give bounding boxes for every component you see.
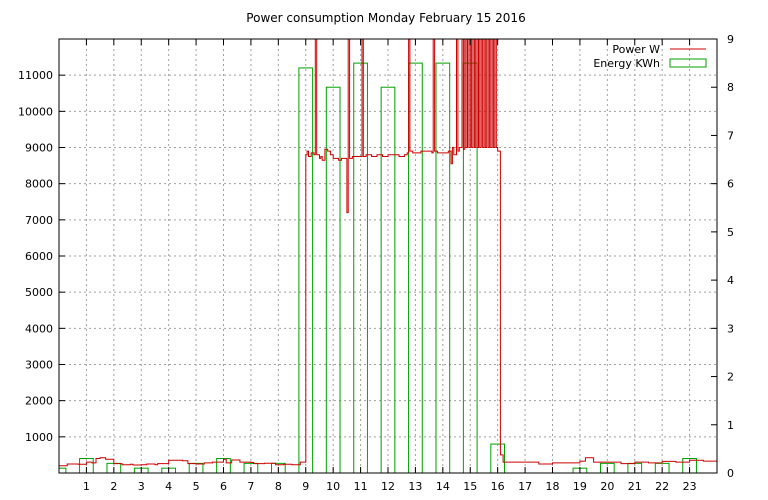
- x-tick-label: 21: [628, 480, 642, 493]
- x-tick-label: 12: [381, 480, 395, 493]
- y2-tick-label: 2: [727, 371, 734, 384]
- energy-bar: [58, 467, 67, 474]
- power-series: [59, 38, 717, 467]
- y-tick-label: 1000: [25, 431, 53, 444]
- x-tick-label: 15: [463, 480, 477, 493]
- x-tick-label: 4: [165, 480, 172, 493]
- y-tick-label: 9000: [25, 142, 53, 155]
- x-tick-label: 23: [683, 480, 697, 493]
- x-axis: 1 2 3 4 5 6 7 8 9 10 11 12 13 14 15 16 17 18 19 20 21 22 23: [83, 39, 697, 493]
- x-tick-label: 22: [655, 480, 669, 493]
- y-tick-label: 5000: [25, 286, 53, 299]
- x-tick-label: 19: [573, 480, 587, 493]
- y2-tick-label: 5: [727, 226, 734, 239]
- x-tick-label: 7: [247, 480, 254, 493]
- y2-tick-label: 4: [727, 274, 734, 287]
- y-tick-label: 6000: [25, 250, 53, 263]
- x-tick-label: 18: [546, 480, 560, 493]
- x-tick-label: 2: [110, 480, 117, 493]
- legend: Power W Energy KWh: [593, 43, 707, 70]
- x-tick-label: 6: [220, 480, 227, 493]
- x-tick-label: 5: [193, 480, 200, 493]
- legend-swatch-energy: [669, 58, 707, 68]
- x-tick-label: 14: [436, 480, 450, 493]
- x-tick-label: 10: [326, 480, 340, 493]
- chart-title: Power consumption Monday February 15 201…: [246, 11, 525, 25]
- x-tick-label: 8: [275, 480, 282, 493]
- x-tick-label: 16: [491, 480, 505, 493]
- y-tick-label: 8000: [25, 178, 53, 191]
- y-axis-right: 0 1 2 3 4 5 6 7 8 9: [711, 33, 734, 480]
- x-tick-label: 9: [302, 480, 309, 493]
- y-tick-label: 11000: [18, 69, 53, 82]
- y2-tick-label: 0: [727, 467, 734, 480]
- y-tick-label: 2000: [25, 395, 53, 408]
- x-tick-label: 3: [138, 480, 145, 493]
- y2-tick-label: 3: [727, 322, 734, 335]
- y-tick-label: 4000: [25, 322, 53, 335]
- grid: [59, 39, 717, 473]
- legend-label-power: Power W: [612, 43, 660, 56]
- y2-tick-label: 6: [727, 178, 734, 191]
- y-tick-label: 3000: [25, 359, 53, 372]
- y2-tick-label: 9: [727, 33, 734, 46]
- y-tick-label: 7000: [25, 214, 53, 227]
- x-tick-label: 1: [83, 480, 90, 493]
- y2-tick-label: 7: [727, 129, 734, 142]
- x-tick-label: 13: [408, 480, 422, 493]
- y-tick-label: 10000: [18, 105, 53, 118]
- legend-label-energy: Energy KWh: [593, 57, 660, 70]
- energy-series: [58, 62, 697, 474]
- y2-tick-label: 1: [727, 419, 734, 432]
- x-tick-label: 20: [600, 480, 614, 493]
- x-tick-label: 17: [518, 480, 532, 493]
- y2-tick-label: 8: [727, 81, 734, 94]
- x-tick-label: 11: [354, 480, 368, 493]
- y-axis-left: 1000 2000 3000 4000 5000 6000 7000 8000 9000 1000…: [18, 69, 65, 444]
- power-line: [59, 38, 717, 467]
